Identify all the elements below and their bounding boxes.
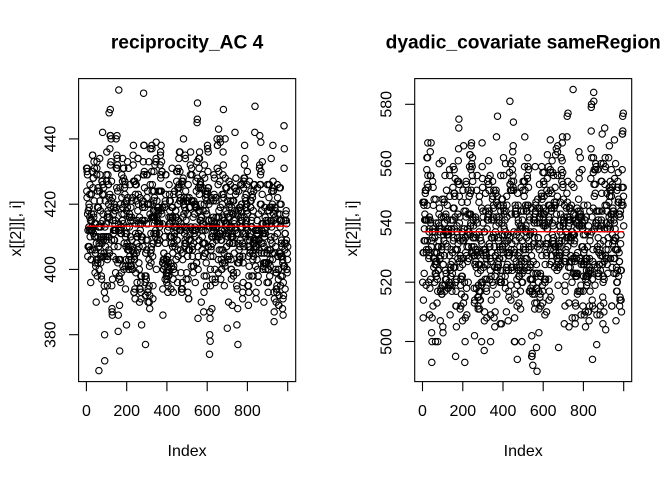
svg-text:x[[2]][, i]: x[[2]][, i] (8, 200, 25, 256)
svg-text:400: 400 (43, 256, 60, 283)
svg-text:580: 580 (379, 91, 396, 118)
svg-text:560: 560 (379, 150, 396, 177)
svg-text:400: 400 (154, 403, 181, 420)
svg-text:400: 400 (490, 403, 517, 420)
svg-text:600: 600 (530, 403, 557, 420)
svg-text:dyadic_covariate sameRegion: dyadic_covariate sameRegion (386, 32, 661, 53)
svg-text:540: 540 (379, 209, 396, 236)
svg-text:440: 440 (43, 125, 60, 152)
svg-text:0: 0 (82, 403, 91, 420)
svg-text:800: 800 (234, 403, 261, 420)
svg-text:500: 500 (379, 328, 396, 355)
svg-text:Index: Index (504, 443, 543, 460)
svg-text:200: 200 (113, 403, 140, 420)
svg-text:0: 0 (418, 403, 427, 420)
svg-text:reciprocity_AC 4: reciprocity_AC 4 (111, 32, 264, 53)
svg-text:x[[2]][, i]: x[[2]][, i] (344, 200, 361, 256)
svg-text:420: 420 (43, 191, 60, 218)
svg-text:200: 200 (449, 403, 476, 420)
svg-text:520: 520 (379, 269, 396, 296)
svg-text:600: 600 (194, 403, 221, 420)
svg-text:380: 380 (43, 321, 60, 348)
svg-text:Index: Index (168, 443, 207, 460)
svg-text:800: 800 (570, 403, 597, 420)
